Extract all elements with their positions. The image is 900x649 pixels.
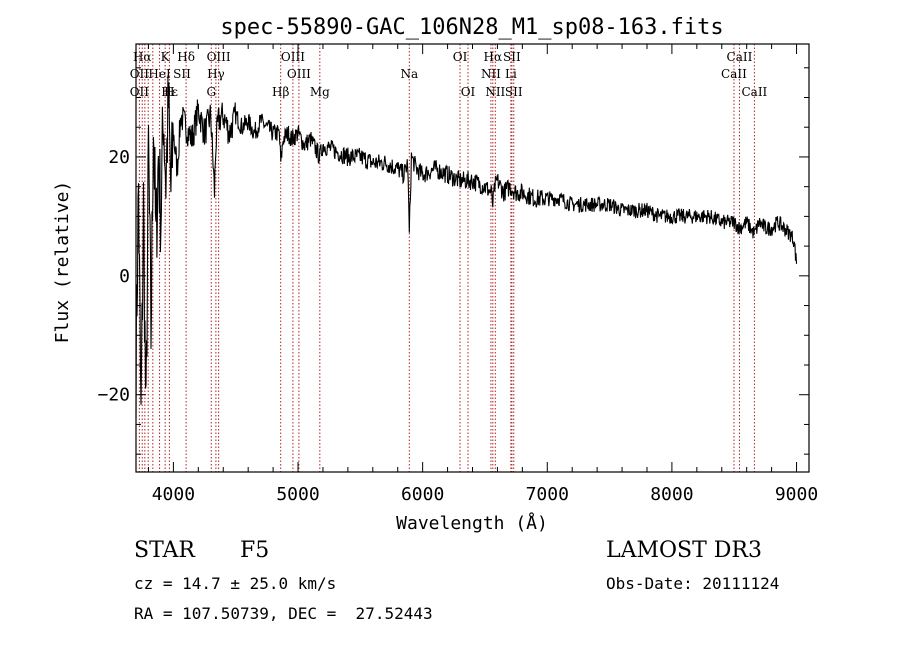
line-label-18: OI: [461, 85, 476, 99]
spectrum-chart: spec-55890-GAC_106N28_M1_sp08-163.fits O…: [52, 15, 818, 534]
line-label-2: Hα: [133, 50, 152, 64]
line-label-3: Hε: [161, 85, 178, 99]
y-tick-label: 20: [108, 147, 130, 168]
line-label-22: SII: [503, 50, 521, 64]
line-label-14: Hβ: [272, 85, 289, 99]
line-label-11: G: [206, 85, 216, 99]
y-axis-ticks: −20 0 20: [97, 67, 809, 455]
spectrum-line: [135, 75, 798, 419]
plot-frame: [135, 43, 810, 473]
x-tick-label: 6000: [401, 484, 444, 505]
line-label-17: OI: [453, 50, 468, 64]
line-label-12: OIII: [281, 50, 305, 64]
x-tick-label: 7000: [526, 484, 569, 505]
spectral-line-markers: [138, 44, 755, 472]
line-label-8: Hδ: [177, 50, 195, 64]
line-label-27: CaII: [741, 85, 767, 99]
line-label-6: HeI: [148, 67, 171, 81]
object-subclass: F5: [240, 538, 270, 563]
line-label-15: Mg: [310, 85, 330, 99]
x-tick-label: 4000: [152, 484, 195, 505]
line-label-25: CaII: [727, 50, 753, 64]
x-axis-label: Wavelength (Å): [396, 512, 548, 534]
y-tick-label: 0: [119, 266, 130, 287]
object-class: STAR: [134, 538, 195, 563]
survey-name: LAMOST DR3: [606, 538, 762, 563]
line-label-16: Na: [400, 67, 418, 81]
line-label-4: K: [161, 50, 171, 64]
line-label-1: OII: [130, 85, 150, 99]
line-label-9: OIII: [207, 50, 231, 64]
x-tick-label: 9000: [775, 484, 818, 505]
line-label-26: CaII: [721, 67, 747, 81]
coordinates-text: RA = 107.50739, DEC = 27.52443: [134, 604, 433, 623]
line-label-23: Li: [505, 67, 517, 81]
line-label-10: Hγ: [207, 67, 225, 81]
x-axis-ticks: 4000 5000 6000 7000 8000 9000: [147, 44, 818, 505]
line-label-7: SII: [173, 67, 191, 81]
x-tick-label: 8000: [650, 484, 693, 505]
chart-title: spec-55890-GAC_106N28_M1_sp08-163.fits: [220, 15, 723, 40]
redshift-text: cz = 14.7 ± 25.0 km/s: [134, 574, 337, 593]
line-label-19: Hα: [484, 50, 503, 64]
y-axis-label: Flux (relative): [52, 181, 73, 344]
x-tick-label: 5000: [276, 484, 319, 505]
line-label-24: SII: [505, 85, 523, 99]
obs-date-text: Obs-Date: 20111124: [606, 574, 780, 593]
line-label-0: OII: [130, 67, 150, 81]
y-tick-label: −20: [97, 385, 130, 406]
line-label-21: NII: [485, 85, 505, 99]
line-label-13: OIII: [287, 67, 311, 81]
line-label-20: NII: [481, 67, 501, 81]
